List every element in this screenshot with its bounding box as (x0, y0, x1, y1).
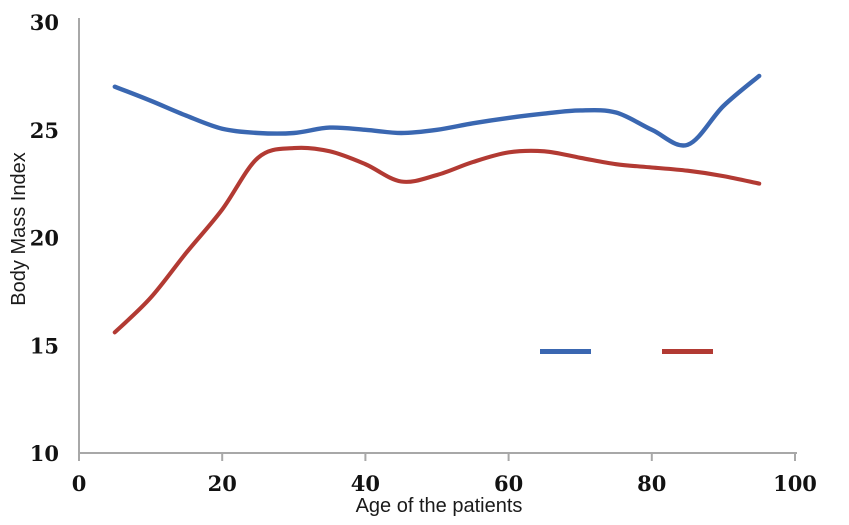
series-line-series-1 (112, 73, 762, 148)
legend (540, 349, 713, 354)
y-axis-title: Body Mass Index (8, 152, 30, 305)
series-line-series-2 (112, 145, 762, 335)
legend-swatch-series-1 (540, 349, 591, 354)
x-tick-label: 60 (494, 471, 523, 496)
y-tick-label: 25 (30, 118, 59, 143)
x-axis-title: Age of the patients (356, 495, 523, 517)
y-tick-label: 20 (30, 226, 59, 251)
x-tick-label: 100 (773, 471, 817, 496)
x-tick-label: 0 (72, 471, 87, 496)
y-tick-label: 10 (30, 441, 59, 466)
axes (78, 18, 797, 461)
x-tick-label: 80 (637, 471, 666, 496)
x-tick-label: 20 (208, 471, 237, 496)
tick-labels: 0 20 40 60 80 100 10 15 20 25 30 (30, 10, 817, 496)
x-tick-label: 40 (351, 471, 380, 496)
y-tick-label: 15 (30, 333, 59, 358)
legend-swatch-series-2 (662, 349, 713, 354)
series-lines (112, 73, 762, 335)
y-tick-label: 30 (30, 10, 59, 35)
